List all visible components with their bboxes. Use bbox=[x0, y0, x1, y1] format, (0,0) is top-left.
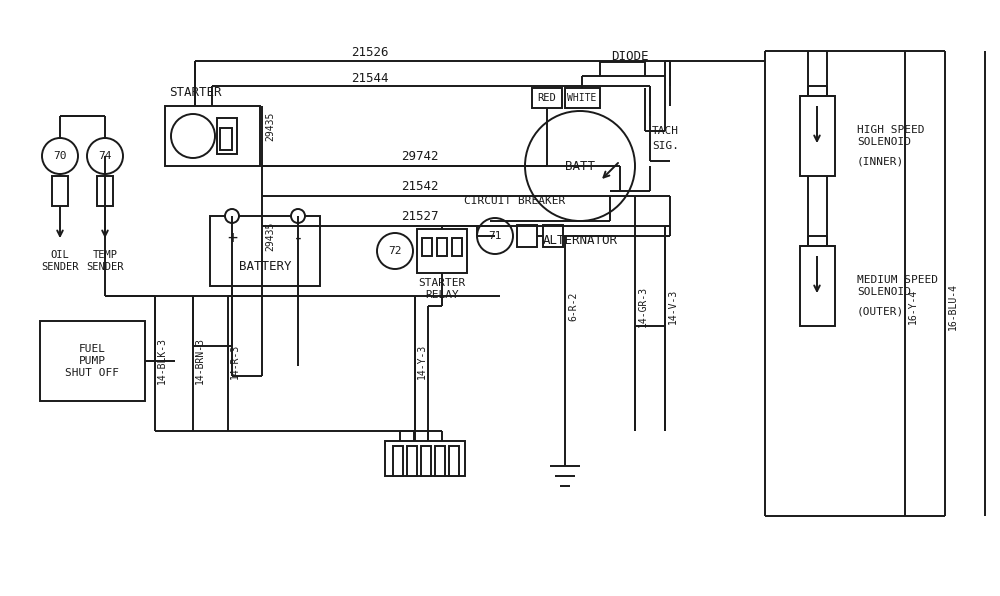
Text: -: - bbox=[293, 229, 303, 247]
Text: ALTERNATOR: ALTERNATOR bbox=[542, 234, 618, 247]
Bar bbox=[52, 176, 68, 206]
Bar bbox=[422, 238, 432, 256]
Text: TEMP
SENDER: TEMP SENDER bbox=[86, 250, 124, 272]
Circle shape bbox=[291, 209, 305, 223]
Text: (OUTER): (OUTER) bbox=[857, 306, 904, 316]
Bar bbox=[565, 88, 600, 108]
Bar bbox=[220, 128, 232, 150]
Bar bbox=[217, 118, 237, 154]
Text: 21544: 21544 bbox=[351, 72, 389, 85]
Circle shape bbox=[87, 138, 123, 174]
Bar bbox=[452, 238, 462, 256]
Bar bbox=[543, 225, 563, 247]
Bar bbox=[800, 96, 835, 176]
Circle shape bbox=[525, 111, 635, 221]
Text: 21542: 21542 bbox=[401, 181, 439, 194]
Text: 14-BRN-3: 14-BRN-3 bbox=[195, 337, 205, 384]
Text: FUEL
PUMP
SHUT OFF: FUEL PUMP SHUT OFF bbox=[65, 344, 119, 378]
Text: 14-Y-3: 14-Y-3 bbox=[417, 343, 427, 378]
Text: BATT: BATT bbox=[565, 160, 595, 172]
Text: (INNER): (INNER) bbox=[857, 156, 904, 166]
Bar bbox=[517, 225, 537, 247]
Text: MEDIUM SPEED
SOLENOID: MEDIUM SPEED SOLENOID bbox=[857, 275, 938, 297]
Circle shape bbox=[477, 218, 513, 254]
Text: 74: 74 bbox=[98, 151, 112, 161]
Circle shape bbox=[42, 138, 78, 174]
Bar bbox=[449, 446, 459, 476]
Bar bbox=[417, 229, 467, 273]
Bar bbox=[407, 446, 417, 476]
Bar bbox=[393, 446, 403, 476]
Bar bbox=[437, 238, 447, 256]
Text: BATTERY: BATTERY bbox=[239, 259, 291, 272]
Text: 29435: 29435 bbox=[265, 111, 275, 141]
Text: 72: 72 bbox=[388, 246, 402, 256]
Text: STARTER
RELAY: STARTER RELAY bbox=[418, 278, 466, 300]
Text: CIRCUIT BREAKER: CIRCUIT BREAKER bbox=[464, 196, 566, 206]
Text: HIGH SPEED
SOLENOID: HIGH SPEED SOLENOID bbox=[857, 125, 924, 147]
Text: 21527: 21527 bbox=[401, 210, 439, 224]
Text: 14-V-3: 14-V-3 bbox=[668, 288, 678, 324]
Text: +: + bbox=[227, 229, 237, 247]
Bar bbox=[165, 106, 260, 166]
Circle shape bbox=[225, 209, 239, 223]
Circle shape bbox=[377, 233, 413, 269]
Bar bbox=[435, 446, 445, 476]
Bar bbox=[532, 88, 562, 108]
Text: OIL
SENDER: OIL SENDER bbox=[41, 250, 79, 272]
Text: 29435: 29435 bbox=[265, 221, 275, 251]
Circle shape bbox=[171, 114, 215, 158]
Bar bbox=[421, 446, 431, 476]
Text: 16-BLU-4: 16-BLU-4 bbox=[948, 283, 958, 330]
Text: TACH: TACH bbox=[652, 126, 679, 136]
Text: 6-R-2: 6-R-2 bbox=[568, 291, 578, 321]
Text: 16-Y-4: 16-Y-4 bbox=[908, 288, 918, 324]
Bar bbox=[800, 246, 835, 326]
Text: DIODE: DIODE bbox=[611, 49, 649, 63]
Text: SIG.: SIG. bbox=[652, 141, 679, 151]
Text: 21526: 21526 bbox=[351, 46, 389, 60]
Text: 71: 71 bbox=[488, 231, 502, 241]
Text: 70: 70 bbox=[53, 151, 67, 161]
Bar bbox=[210, 216, 320, 286]
Text: 14-GR-3: 14-GR-3 bbox=[638, 285, 648, 327]
Text: 29742: 29742 bbox=[401, 151, 439, 163]
Text: RED: RED bbox=[538, 93, 556, 103]
Bar bbox=[97, 176, 113, 206]
Text: 14-BLK-3: 14-BLK-3 bbox=[157, 337, 167, 384]
Bar bbox=[40, 321, 145, 401]
Bar bbox=[385, 441, 465, 476]
Bar bbox=[600, 62, 645, 76]
Text: WHITE: WHITE bbox=[567, 93, 597, 103]
Text: 14-R-3: 14-R-3 bbox=[230, 343, 240, 378]
Text: STARTER: STARTER bbox=[169, 85, 221, 98]
